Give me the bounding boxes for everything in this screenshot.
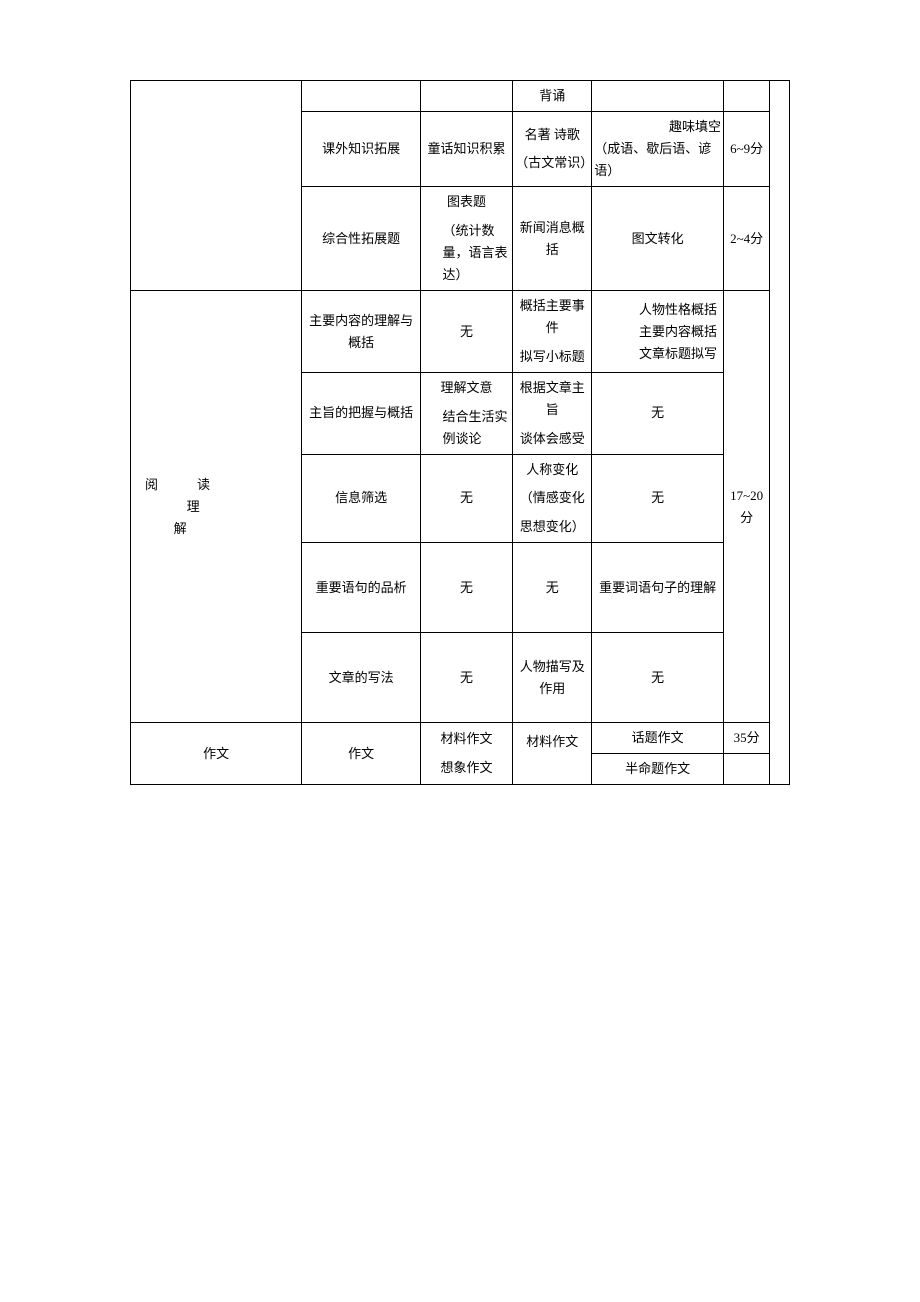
cell: 17~20分 xyxy=(724,291,770,723)
text: 解 xyxy=(145,518,187,540)
cell: 无 xyxy=(420,291,512,373)
text: 主要内容概括 xyxy=(594,321,717,343)
text: （情感变化 xyxy=(520,487,585,509)
cell: 课外知识拓展 xyxy=(302,112,421,187)
cell: 重要词语句子的理解 xyxy=(592,543,724,633)
cell: 材料作文 xyxy=(513,723,592,785)
cell: 新闻消息概括 xyxy=(513,187,592,291)
text: 谈体会感受 xyxy=(520,428,585,450)
text: 图表题 xyxy=(423,191,510,213)
cell: 35分 xyxy=(724,723,770,754)
cell-rightmost xyxy=(770,81,790,785)
text: 人称变化 xyxy=(515,459,589,481)
cell: 综合性拓展题 xyxy=(302,187,421,291)
cell: 概括主要事件 拟写小标题 xyxy=(513,291,592,373)
cell: 根据文章主旨 谈体会感受 xyxy=(513,373,592,455)
cell: 人物性格概括 主要内容概括 文章标题拟写 xyxy=(592,291,724,373)
cell: 人物描写及作用 xyxy=(513,633,592,723)
cell: 无 xyxy=(420,633,512,723)
text: 人物性格概括 xyxy=(594,299,717,321)
cell: 6~9分 xyxy=(724,112,770,187)
cell-cat-top xyxy=(131,81,302,291)
cell: 材料作文 想象作文 xyxy=(420,723,512,785)
cell: 童话知识积累 xyxy=(420,112,512,187)
cell: 无 xyxy=(592,633,724,723)
text: 思想变化） xyxy=(520,516,585,538)
table-row: 阅 读 理 解 主要内容的理解与概括 无 概括主要事件 拟写小标题 人物性格概括… xyxy=(131,291,790,373)
text: 文章标题拟写 xyxy=(594,343,717,365)
table-row: 背诵 xyxy=(131,81,790,112)
text: 材料作文 xyxy=(423,728,510,750)
text: 概括主要事件 xyxy=(515,295,589,339)
cell: 主要内容的理解与概括 xyxy=(302,291,421,373)
cell: 作文 xyxy=(131,723,302,785)
cell: 无 xyxy=(592,454,724,542)
cell: 理解文意 结合生活实例谈论 xyxy=(420,373,512,455)
cell: 名著 诗歌 （古文常识） xyxy=(513,112,592,187)
curriculum-table: 背诵 课外知识拓展 童话知识积累 名著 诗歌 （古文常识） 趣味填空 （成语、歇… xyxy=(130,80,790,785)
cell xyxy=(302,81,421,112)
text: 趣味填空 xyxy=(594,116,721,138)
cell xyxy=(420,81,512,112)
cell: 无 xyxy=(420,543,512,633)
table-row: 作文 作文 材料作文 想象作文 材料作文 话题作文 35分 xyxy=(131,723,790,754)
cell xyxy=(592,81,724,112)
cell xyxy=(724,81,770,112)
cell: 人称变化 （情感变化 思想变化） xyxy=(513,454,592,542)
text: 根据文章主旨 xyxy=(515,377,589,421)
cell: 背诵 xyxy=(513,81,592,112)
text: （成语、歇后语、谚语） xyxy=(594,138,721,182)
cell: 2~4分 xyxy=(724,187,770,291)
cell: 趣味填空 （成语、歇后语、谚语） xyxy=(592,112,724,187)
cell: 作文 xyxy=(302,723,421,785)
cell: 文章的写法 xyxy=(302,633,421,723)
text: （古文常识） xyxy=(515,152,589,174)
cell xyxy=(724,754,770,785)
cell: 重要语句的品析 xyxy=(302,543,421,633)
cell: 无 xyxy=(513,543,592,633)
cell: 图文转化 xyxy=(592,187,724,291)
text: 名著 诗歌 xyxy=(515,124,589,146)
cell: 话题作文 xyxy=(592,723,724,754)
cell-reading: 阅 读 理 解 xyxy=(131,291,302,723)
page-container: 背诵 课外知识拓展 童话知识积累 名著 诗歌 （古文常识） 趣味填空 （成语、歇… xyxy=(0,0,920,1302)
text: 理 xyxy=(145,496,200,518)
text: 阅 读 xyxy=(145,477,210,492)
text: 想象作文 xyxy=(441,757,493,779)
text: （统计数量，语言表达） xyxy=(423,220,510,286)
cell: 图表题 （统计数量，语言表达） xyxy=(420,187,512,291)
cell: 无 xyxy=(420,454,512,542)
text: 结合生活实例谈论 xyxy=(423,406,510,450)
text: 理解文意 xyxy=(423,377,510,399)
text: 拟写小标题 xyxy=(520,346,585,368)
cell: 主旨的把握与概括 xyxy=(302,373,421,455)
cell: 无 xyxy=(592,373,724,455)
cell: 信息筛选 xyxy=(302,454,421,542)
cell: 半命题作文 xyxy=(592,754,724,785)
